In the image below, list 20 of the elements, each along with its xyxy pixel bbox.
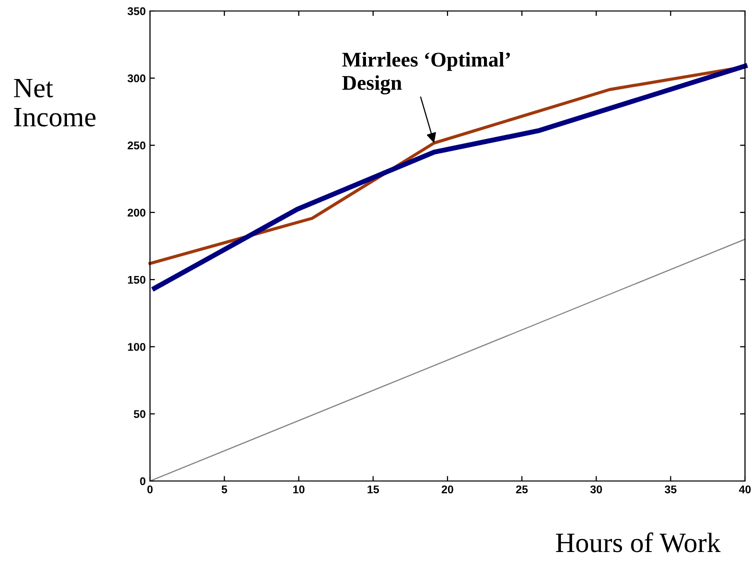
y-tick-label: 350 (128, 7, 146, 16)
annotation: Mirrlees ‘Optimal’ Design (342, 52, 510, 94)
y-axis-title: Net Income (14, 78, 96, 126)
y-tick-label: 300 (128, 74, 146, 82)
y-tick-label: 100 (128, 342, 146, 351)
x-tick-label: 35 (664, 485, 676, 494)
y-tick-label: 250 (128, 142, 146, 150)
x-tick-label: 5 (222, 486, 228, 494)
y-tick-label: 200 (128, 208, 146, 217)
x-tick-label: 20 (442, 485, 454, 494)
x-tick-label: 40 (738, 485, 751, 494)
y-tick-label: 0 (140, 477, 146, 486)
x-tick-label: 25 (516, 485, 528, 494)
y-tick-label: 50 (134, 410, 146, 418)
x-tick-label: 30 (590, 485, 602, 494)
x-tick-label: 10 (293, 485, 304, 494)
x-tick-label: 15 (368, 486, 379, 494)
y-tick-label: 150 (128, 276, 146, 284)
x-tick-label: 0 (147, 485, 153, 494)
x-axis-title: Hours of Work (556, 532, 721, 552)
